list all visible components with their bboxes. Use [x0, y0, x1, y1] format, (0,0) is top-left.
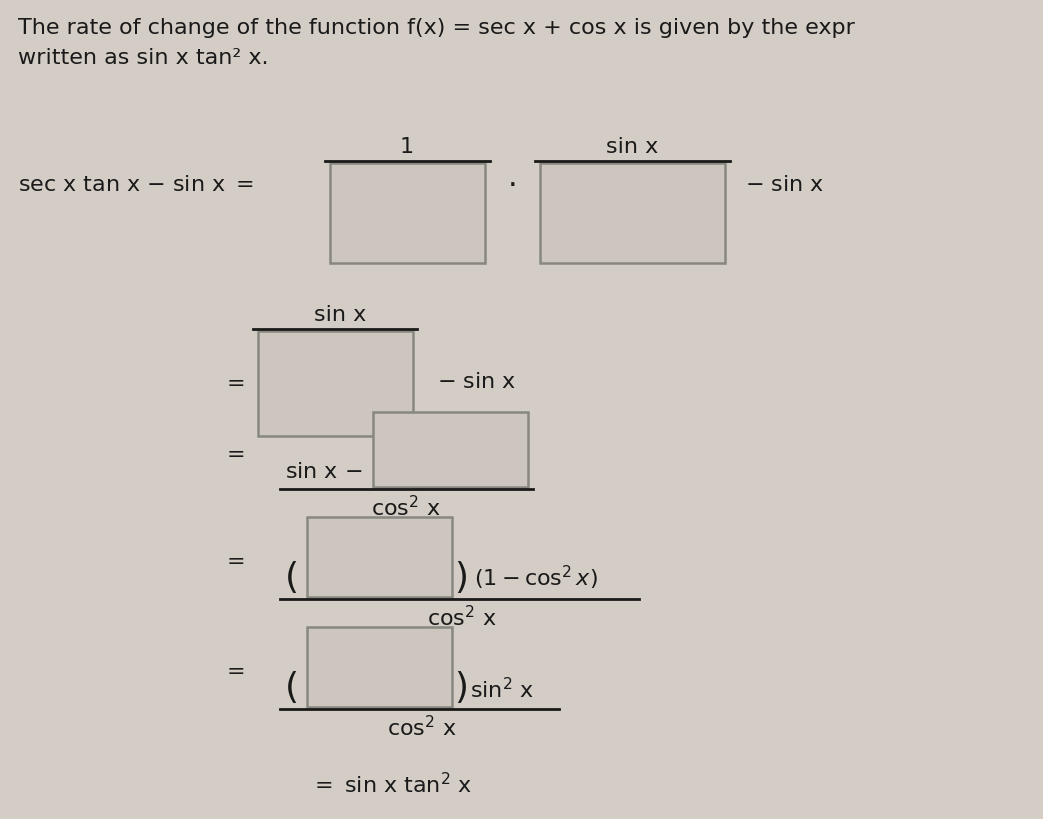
Text: (: ( — [285, 560, 299, 595]
Text: (: ( — [285, 670, 299, 704]
FancyBboxPatch shape — [373, 413, 528, 487]
Text: cos$^2$ x: cos$^2$ x — [428, 604, 496, 630]
Text: The rate of change of the function f(x) = sec x + cos x is given by the expr: The rate of change of the function f(x) … — [18, 18, 855, 38]
Text: sin x $-$: sin x $-$ — [285, 461, 363, 482]
Text: sec x tan x $-$ sin x $=$: sec x tan x $-$ sin x $=$ — [18, 174, 254, 195]
Text: cos$^2$ x: cos$^2$ x — [371, 495, 441, 519]
FancyBboxPatch shape — [330, 164, 485, 264]
Text: cos$^2$ x: cos$^2$ x — [387, 714, 457, 740]
FancyBboxPatch shape — [540, 164, 725, 264]
Text: ): ) — [454, 670, 468, 704]
Text: $=$: $=$ — [222, 659, 245, 679]
Text: ): ) — [454, 560, 468, 595]
Text: $\cdot$: $\cdot$ — [507, 170, 515, 199]
Text: 1: 1 — [399, 137, 414, 156]
Text: $=$ sin x tan$^2$ x: $=$ sin x tan$^2$ x — [310, 771, 472, 797]
FancyBboxPatch shape — [307, 627, 452, 707]
Text: $-$ sin x: $-$ sin x — [437, 372, 516, 391]
Text: written as sin x tan² x.: written as sin x tan² x. — [18, 48, 268, 68]
Text: $(1 - \cos^2 x)$: $(1 - \cos^2 x)$ — [474, 563, 598, 591]
Text: $-$ sin x: $-$ sin x — [745, 174, 824, 195]
Text: sin$^2$ x: sin$^2$ x — [470, 676, 534, 701]
Text: $=$: $=$ — [222, 372, 245, 391]
FancyBboxPatch shape — [307, 518, 452, 597]
Text: $=$: $=$ — [222, 550, 245, 569]
Text: $=$: $=$ — [222, 442, 245, 463]
Text: sin x: sin x — [606, 137, 658, 156]
Text: sin x: sin x — [314, 305, 366, 324]
FancyBboxPatch shape — [258, 332, 413, 437]
